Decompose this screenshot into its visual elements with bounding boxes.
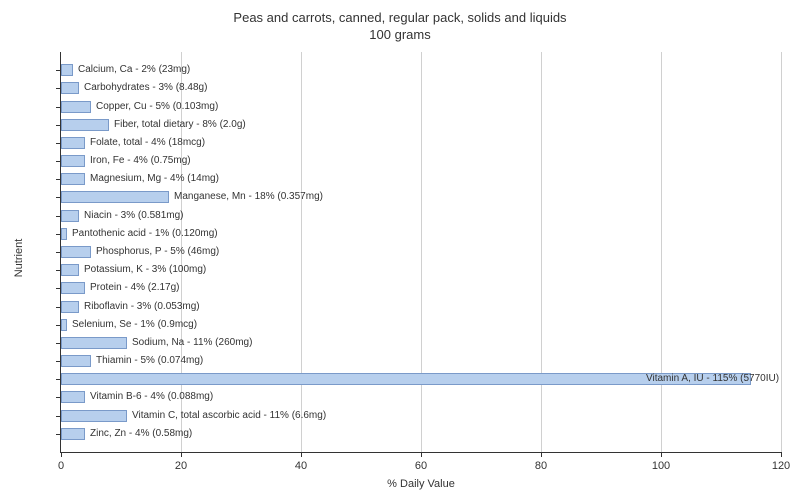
bar-row: Protein - 4% (2.17g) bbox=[61, 279, 781, 297]
nutrient-label: Potassium, K - 3% (100mg) bbox=[84, 264, 206, 275]
nutrient-label: Thiamin - 5% (0.074mg) bbox=[96, 355, 203, 366]
nutrient-label: Magnesium, Mg - 4% (14mg) bbox=[90, 173, 219, 184]
bar-row: Vitamin C, total ascorbic acid - 11% (6.… bbox=[61, 407, 781, 425]
x-tick-label: 100 bbox=[652, 460, 670, 472]
x-tick bbox=[301, 452, 302, 457]
plot-area: Nutrient % Daily Value 020406080100120Ca… bbox=[60, 52, 781, 453]
x-tick-label: 80 bbox=[535, 460, 547, 472]
bar-row: Phosphorus, P - 5% (46mg) bbox=[61, 243, 781, 261]
y-axis-label: Nutrient bbox=[13, 239, 25, 278]
nutrient-label: Pantothenic acid - 1% (0.120mg) bbox=[72, 228, 218, 239]
nutrient-bar bbox=[61, 282, 85, 294]
bar-row: Folate, total - 4% (18mcg) bbox=[61, 134, 781, 152]
nutrient-bar bbox=[61, 391, 85, 403]
x-tick-label: 60 bbox=[415, 460, 427, 472]
nutrient-label: Niacin - 3% (0.581mg) bbox=[84, 210, 183, 221]
nutrient-bar bbox=[61, 228, 67, 240]
nutrient-bar bbox=[61, 355, 91, 367]
nutrient-label: Zinc, Zn - 4% (0.58mg) bbox=[90, 428, 192, 439]
bar-row: Zinc, Zn - 4% (0.58mg) bbox=[61, 425, 781, 443]
bar-row: Vitamin A, IU - 115% (5770IU) bbox=[61, 370, 781, 388]
x-tick-label: 120 bbox=[772, 460, 790, 472]
x-tick bbox=[781, 452, 782, 457]
x-axis-label: % Daily Value bbox=[387, 478, 455, 490]
nutrient-bar bbox=[61, 137, 85, 149]
nutrient-bar bbox=[61, 210, 79, 222]
nutrient-bar bbox=[61, 119, 109, 131]
nutrient-bar bbox=[61, 82, 79, 94]
nutrient-bar bbox=[61, 264, 79, 276]
x-tick bbox=[181, 452, 182, 457]
x-tick bbox=[61, 452, 62, 457]
bar-row: Vitamin B-6 - 4% (0.088mg) bbox=[61, 388, 781, 406]
title-line-1: Peas and carrots, canned, regular pack, … bbox=[233, 10, 566, 25]
nutrient-label: Folate, total - 4% (18mcg) bbox=[90, 137, 205, 148]
nutrient-label: Vitamin B-6 - 4% (0.088mg) bbox=[90, 391, 213, 402]
nutrient-label: Calcium, Ca - 2% (23mg) bbox=[78, 64, 190, 75]
nutrient-bar bbox=[61, 101, 91, 113]
nutrient-bar bbox=[61, 301, 79, 313]
bar-row: Fiber, total dietary - 8% (2.0g) bbox=[61, 116, 781, 134]
nutrient-bar bbox=[61, 191, 169, 203]
bar-row: Sodium, Na - 11% (260mg) bbox=[61, 334, 781, 352]
nutrient-label: Phosphorus, P - 5% (46mg) bbox=[96, 246, 219, 257]
x-tick bbox=[541, 452, 542, 457]
x-tick-label: 20 bbox=[175, 460, 187, 472]
x-tick-label: 0 bbox=[58, 460, 64, 472]
nutrient-label: Vitamin A, IU - 115% (5770IU) bbox=[646, 373, 779, 384]
bar-row: Niacin - 3% (0.581mg) bbox=[61, 207, 781, 225]
nutrient-label: Manganese, Mn - 18% (0.357mg) bbox=[174, 191, 323, 202]
bar-row: Iron, Fe - 4% (0.75mg) bbox=[61, 152, 781, 170]
bar-row: Thiamin - 5% (0.074mg) bbox=[61, 352, 781, 370]
nutrient-bar bbox=[61, 410, 127, 422]
x-tick-label: 40 bbox=[295, 460, 307, 472]
x-tick bbox=[421, 452, 422, 457]
x-tick bbox=[661, 452, 662, 457]
bar-row: Carbohydrates - 3% (8.48g) bbox=[61, 79, 781, 97]
nutrient-bar bbox=[61, 155, 85, 167]
nutrient-chart: Peas and carrots, canned, regular pack, … bbox=[0, 0, 800, 500]
nutrient-bar bbox=[61, 64, 73, 76]
bar-row: Magnesium, Mg - 4% (14mg) bbox=[61, 170, 781, 188]
nutrient-label: Protein - 4% (2.17g) bbox=[90, 282, 180, 293]
nutrient-bar bbox=[61, 319, 67, 331]
nutrient-label: Riboflavin - 3% (0.053mg) bbox=[84, 301, 200, 312]
nutrient-label: Vitamin C, total ascorbic acid - 11% (6.… bbox=[132, 410, 326, 421]
nutrient-bar bbox=[61, 428, 85, 440]
bar-row: Copper, Cu - 5% (0.103mg) bbox=[61, 97, 781, 115]
nutrient-bar bbox=[61, 337, 127, 349]
chart-title: Peas and carrots, canned, regular pack, … bbox=[0, 0, 800, 44]
gridline bbox=[781, 52, 782, 452]
nutrient-label: Sodium, Na - 11% (260mg) bbox=[132, 337, 252, 348]
bar-row: Calcium, Ca - 2% (23mg) bbox=[61, 61, 781, 79]
nutrient-bar bbox=[61, 173, 85, 185]
nutrient-label: Iron, Fe - 4% (0.75mg) bbox=[90, 155, 191, 166]
bar-row: Manganese, Mn - 18% (0.357mg) bbox=[61, 188, 781, 206]
nutrient-label: Fiber, total dietary - 8% (2.0g) bbox=[114, 119, 246, 130]
nutrient-bar bbox=[61, 246, 91, 258]
bar-row: Potassium, K - 3% (100mg) bbox=[61, 261, 781, 279]
bar-row: Selenium, Se - 1% (0.9mcg) bbox=[61, 316, 781, 334]
bar-row: Pantothenic acid - 1% (0.120mg) bbox=[61, 225, 781, 243]
nutrient-label: Carbohydrates - 3% (8.48g) bbox=[84, 82, 207, 93]
title-line-2: 100 grams bbox=[369, 27, 430, 42]
nutrient-label: Copper, Cu - 5% (0.103mg) bbox=[96, 101, 218, 112]
nutrient-label: Selenium, Se - 1% (0.9mcg) bbox=[72, 319, 197, 330]
bar-row: Riboflavin - 3% (0.053mg) bbox=[61, 297, 781, 315]
